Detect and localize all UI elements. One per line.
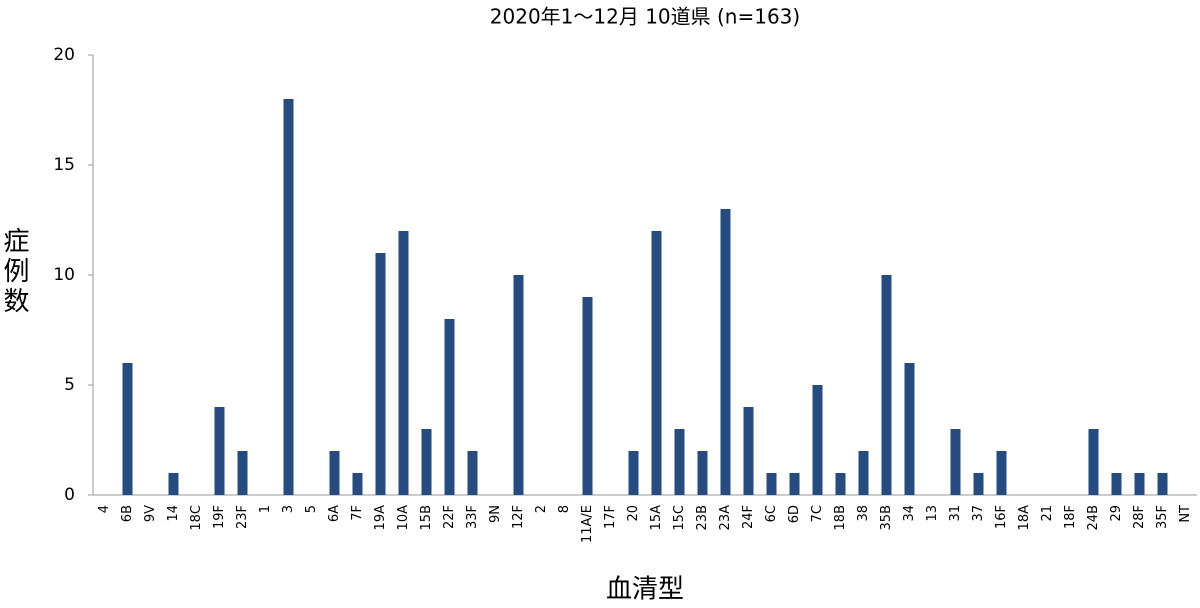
x-tick-label: 8 xyxy=(557,505,572,513)
bar xyxy=(858,451,869,495)
x-tick-label: 1 xyxy=(258,505,273,513)
bar xyxy=(467,451,478,495)
x-tick-label: 14 xyxy=(166,505,181,522)
bar xyxy=(513,275,524,495)
x-tick-label: 18B xyxy=(833,505,848,530)
x-tick-label: 38 xyxy=(856,505,871,522)
x-tick-label: 31 xyxy=(948,505,963,522)
bar xyxy=(789,473,800,495)
bar xyxy=(352,473,363,495)
x-tick-label: NT xyxy=(1178,505,1193,523)
x-tick-label: 19A xyxy=(373,505,388,531)
x-tick-label: 35B xyxy=(879,505,894,530)
bar xyxy=(283,99,294,495)
x-tick-label: 23F xyxy=(235,505,250,529)
x-tick-label: 22F xyxy=(442,505,457,529)
bar xyxy=(628,451,639,495)
bar xyxy=(950,429,961,495)
x-tick-label: 15A xyxy=(649,505,664,531)
x-tick-label: 6C xyxy=(764,505,779,522)
y-tick-label: 20 xyxy=(53,45,75,65)
bar xyxy=(904,363,915,495)
y-tick-label: 5 xyxy=(64,375,75,395)
x-tick-label: 33F xyxy=(465,505,480,529)
y-tick-label: 0 xyxy=(64,485,75,505)
bar xyxy=(122,363,133,495)
x-tick-label: 13 xyxy=(925,505,940,522)
x-tick-label: 24B xyxy=(1086,505,1101,530)
x-axis-title: 血清型 xyxy=(606,575,684,605)
bar xyxy=(743,407,754,495)
x-tick-label: 23B xyxy=(695,505,710,530)
x-tick-label: 28F xyxy=(1132,505,1147,529)
bar xyxy=(996,451,1007,495)
bar xyxy=(881,275,892,495)
bar xyxy=(674,429,685,495)
bar xyxy=(812,385,823,495)
x-tick-label: 37 xyxy=(971,505,986,522)
bar xyxy=(237,451,248,495)
x-tick-label: 9N xyxy=(488,505,503,523)
y-tick-label: 15 xyxy=(53,155,75,175)
bar xyxy=(398,231,409,495)
x-tick-label: 11A/E xyxy=(580,505,595,543)
bar xyxy=(375,253,386,495)
x-tick-label: 6B xyxy=(120,505,135,522)
x-tick-label: 20 xyxy=(626,505,641,522)
bar xyxy=(214,407,225,495)
y-tick-label: 10 xyxy=(53,265,75,285)
x-tick-label: 24F xyxy=(741,505,756,529)
chart-title: 2020年1～12月 10道県 (n=163) xyxy=(490,5,800,29)
x-tick-label: 16F xyxy=(994,505,1009,529)
bar xyxy=(973,473,984,495)
bar xyxy=(835,473,846,495)
bar xyxy=(766,473,777,495)
x-tick-label: 3 xyxy=(281,505,296,513)
x-tick-label: 10A xyxy=(396,505,411,531)
x-tick-label: 12F xyxy=(511,505,526,529)
bar xyxy=(697,451,708,495)
bar xyxy=(444,319,455,495)
x-tick-label: 6A xyxy=(327,505,342,522)
x-tick-label: 6D xyxy=(787,505,802,523)
x-tick-label: 29 xyxy=(1109,505,1124,522)
bar xyxy=(651,231,662,495)
bar xyxy=(720,209,731,495)
bar xyxy=(421,429,432,495)
bar xyxy=(1088,429,1099,495)
x-tick-label: 18C xyxy=(189,505,204,531)
bar xyxy=(329,451,340,495)
bar xyxy=(582,297,593,495)
x-tick-label: 35F xyxy=(1155,505,1170,529)
x-tick-label: 5 xyxy=(304,505,319,513)
x-tick-label: 4 xyxy=(97,505,112,513)
x-tick-label: 18A xyxy=(1017,505,1032,531)
x-tick-label: 15B xyxy=(419,505,434,530)
x-tick-label: 2 xyxy=(534,505,549,513)
x-tick-label: 17F xyxy=(603,505,618,529)
bar xyxy=(1111,473,1122,495)
bar xyxy=(1134,473,1145,495)
x-tick-label: 23A xyxy=(718,505,733,531)
x-tick-label: 9V xyxy=(143,505,158,522)
x-tick-label: 19F xyxy=(212,505,227,529)
bar xyxy=(1157,473,1168,495)
x-tick-label: 34 xyxy=(902,505,917,522)
x-tick-label: 7C xyxy=(810,505,825,522)
bar xyxy=(168,473,179,495)
x-tick-label: 15C xyxy=(672,505,687,531)
x-tick-label: 7F xyxy=(350,505,365,521)
x-tick-label: 21 xyxy=(1040,505,1055,522)
x-tick-label: 18F xyxy=(1063,505,1078,529)
y-axis-title: 症例数 xyxy=(0,227,29,317)
